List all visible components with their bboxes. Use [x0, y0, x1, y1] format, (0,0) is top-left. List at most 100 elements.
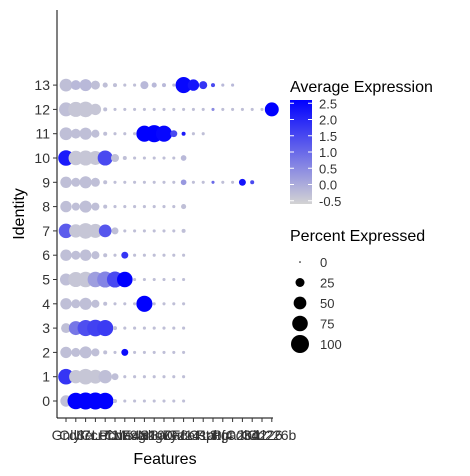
- dot-cluster-0-lyz: [172, 399, 176, 403]
- dot-cluster-1-lyz: [172, 375, 176, 379]
- dot-cluster-12-pf4: [221, 107, 225, 111]
- color-tick-label: 2.5: [319, 96, 337, 111]
- x-tick-label: Nkg7: [138, 427, 171, 443]
- dot-cluster-13-fcer1a: [187, 79, 200, 91]
- color-legend-title: Average Expression: [290, 79, 433, 96]
- dot-cluster-4-ccr7: [91, 299, 100, 308]
- dot-cluster-6-il7r: [79, 249, 92, 261]
- dot-cluster-9-fcer1a: [191, 180, 195, 184]
- dot-cluster-4-s100a8: [162, 302, 166, 306]
- dot-cluster-13-nkg7: [151, 82, 157, 88]
- y-tick-label: 7: [42, 223, 50, 239]
- dot-cluster-7-nkg7: [152, 229, 156, 233]
- dot-cluster-11-cd3e: [70, 128, 81, 139]
- dot-cluster-7-gnly: [58, 223, 74, 239]
- dot-cluster-4-ms4a1: [133, 302, 137, 306]
- color-tick-label: 2.0: [319, 113, 337, 128]
- dot-cluster-12-itga2b: [231, 107, 235, 111]
- dot-cluster-7-lef1: [98, 224, 112, 238]
- dot-cluster-4-gnly: [60, 298, 72, 310]
- x-tick-label: Fcer1a: [172, 427, 216, 443]
- dot-cluster-8-nkg7: [152, 205, 156, 209]
- dot-cluster-9-lyz: [172, 180, 176, 184]
- dot-cluster-1-cd14: [182, 375, 186, 379]
- x-tick-label: Cd34: [226, 427, 260, 443]
- dot-cluster-10-nkg7: [152, 156, 156, 160]
- dot-cluster-11-fcer1a: [191, 132, 195, 136]
- dot-cluster-9-ccr7: [90, 177, 100, 187]
- dot-cluster-8-s100a8: [162, 205, 166, 209]
- dot-cluster-9-cst3: [201, 180, 205, 184]
- dot-cluster-9-cd14: [180, 179, 187, 186]
- dot-cluster-5-cd14: [182, 277, 186, 282]
- dot-cluster-9-s100a8: [162, 180, 166, 184]
- dot-cluster-2-s100a8: [162, 350, 166, 354]
- x-tick-label: Gnly: [52, 427, 81, 443]
- dot-cluster-13-il7r: [79, 79, 92, 92]
- dot-cluster-9-lef1: [103, 180, 108, 185]
- dot-cluster-0-fcgr3a: [142, 399, 146, 403]
- dot-cluster-6-fcgr3a: [142, 253, 146, 257]
- dot-cluster-9-nkg7: [152, 180, 156, 184]
- dot-cluster-12-il7r: [77, 101, 94, 118]
- dot-cluster-9-fcgr3a: [142, 180, 146, 184]
- dot-cluster-3-nkg7: [152, 326, 156, 330]
- dot-cluster-5-nkg7: [152, 277, 156, 282]
- dot-cluster-8-lyz: [172, 205, 176, 209]
- dot-cluster-0-cd14: [182, 399, 186, 403]
- dot-cluster-6-cd3e: [71, 250, 81, 260]
- dot-cluster-11-cd14: [181, 131, 186, 136]
- dot-cluster-6-lef1: [103, 253, 108, 258]
- dot-cluster-6-gnly: [60, 249, 72, 261]
- dot-cluster-7-pcna: [111, 227, 119, 235]
- dot-cluster-1-ccr7: [88, 369, 103, 384]
- dot-cluster-3-cd14: [182, 326, 186, 330]
- x-tick-label: Cd226: [241, 427, 282, 443]
- dot-cluster-12-nkg7: [152, 107, 156, 111]
- x-tick-label: Cd3e: [59, 427, 93, 443]
- dot-cluster-3-gnly: [61, 323, 71, 334]
- dot-cluster-0-pcna: [112, 398, 118, 404]
- size-legend-label: 50: [320, 296, 334, 311]
- dot-cluster-4-lef1: [103, 301, 108, 306]
- size-legend-label: 25: [320, 276, 334, 291]
- dot-cluster-13-s100a8: [161, 83, 167, 88]
- dot-cluster-12-cd79a: [123, 107, 127, 111]
- dot-cluster-12-cd226b: [264, 102, 279, 117]
- dot-cluster-11-il7r: [79, 127, 92, 140]
- dot-cluster-0-s100a8: [162, 399, 166, 403]
- dot-cluster-6-nkg7: [152, 253, 156, 257]
- dot-cluster-1-ms4a1: [133, 375, 137, 379]
- y-tick-label: 12: [34, 101, 50, 117]
- x-tick-label: Ms4a1: [114, 427, 156, 443]
- dot-cluster-3-lef1: [97, 320, 114, 337]
- x-tick-label: Cd79a: [104, 427, 145, 443]
- y-tick-label: 6: [42, 247, 50, 263]
- x-tick-label: Ppbp: [197, 427, 230, 443]
- dot-cluster-10-cd79a: [122, 155, 127, 161]
- dot-cluster-0-cd79a: [123, 399, 127, 403]
- size-legend: 0 25 50 75 100: [291, 255, 342, 353]
- size-legend-label: 75: [320, 317, 334, 332]
- x-tick-label: Itga2b: [213, 427, 252, 443]
- dot-cluster-2-cd14: [182, 350, 186, 354]
- y-tick-label: 4: [42, 296, 50, 312]
- dot-cluster-8-gnly: [60, 200, 72, 213]
- x-tick-label: Pcna: [99, 427, 131, 443]
- dot-cluster-8-ms4a1: [133, 205, 137, 209]
- dot-cluster-4-nkg7: [152, 302, 156, 306]
- y-tick-label: 0: [42, 393, 50, 409]
- dot-cluster-9-kit: [250, 180, 255, 185]
- dot-cluster-7-cd14: [181, 228, 186, 233]
- dot-cluster-1-pcna: [111, 373, 119, 381]
- dot-cluster-12-cd14: [182, 107, 186, 111]
- dot-cluster-3-fcgr3a: [142, 326, 146, 330]
- dot-cluster-6-s100a8: [162, 253, 166, 257]
- dot-cluster-2-lef1: [103, 350, 108, 355]
- size-legend-dot: [291, 335, 309, 353]
- dot-cluster-5-ms4a1: [133, 277, 137, 282]
- dot-cluster-10-lyz: [172, 156, 176, 160]
- dot-cluster-0-lef1: [96, 392, 114, 410]
- x-tick-label: Cst3: [189, 427, 218, 443]
- dot-cluster-10-fcgr3a: [142, 156, 146, 160]
